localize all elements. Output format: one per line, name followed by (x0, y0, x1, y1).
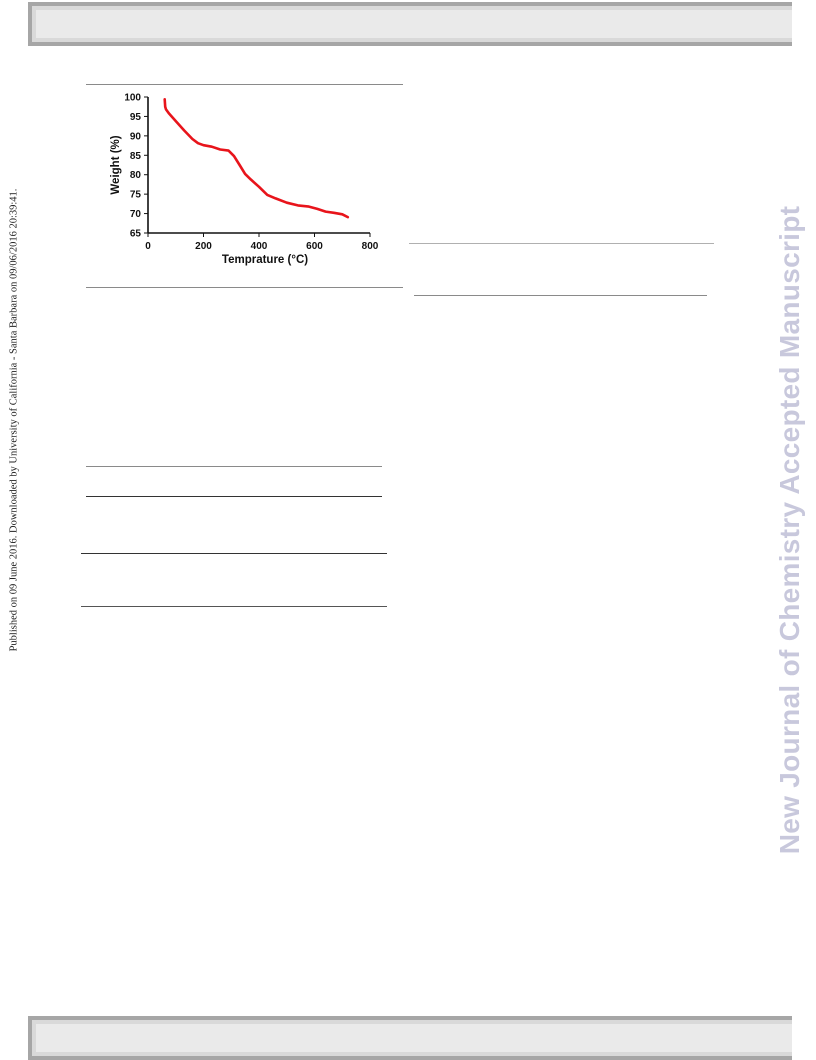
weight-loss-curve (163, 98, 350, 219)
x-tick-label: 0 (145, 241, 151, 252)
y-tick-label: 65 (130, 229, 142, 240)
table-rule-1 (86, 466, 382, 467)
x-tick-label: 200 (195, 241, 212, 252)
tga-chart: 65 70 75 80 85 90 95 100 0 200 400 600 800 Temprature… (110, 93, 379, 267)
y-tick-label: 80 (130, 170, 142, 181)
figure-bottom-rule (86, 287, 403, 288)
table-rule-4 (81, 606, 387, 607)
table-rule-3 (81, 553, 387, 554)
table-rule-2 (86, 496, 382, 497)
y-axis-title: Weight (%) (110, 135, 122, 194)
y-tick-label: 90 (130, 131, 142, 142)
journal-watermark: New Journal of Chemistry Accepted Manusc… (774, 205, 805, 855)
y-tick-label: 75 (130, 190, 142, 201)
download-notice: Published on 09 June 2016. Downloaded by… (8, 188, 20, 652)
x-axis-title: Temprature (°C) (222, 254, 308, 266)
header-bar (28, 2, 792, 46)
right-column-rule-2 (414, 295, 707, 296)
y-tick-label: 100 (124, 93, 141, 104)
figure-top-rule (86, 84, 403, 85)
right-column-rule-1 (409, 243, 714, 244)
x-tick-label: 400 (251, 241, 268, 252)
y-tick-label: 85 (130, 151, 142, 162)
y-tick-label: 95 (130, 112, 142, 123)
x-tick-label: 600 (306, 241, 323, 252)
footer-bar (28, 1016, 792, 1060)
x-tick-label: 800 (362, 241, 379, 252)
y-tick-label: 70 (130, 209, 142, 220)
